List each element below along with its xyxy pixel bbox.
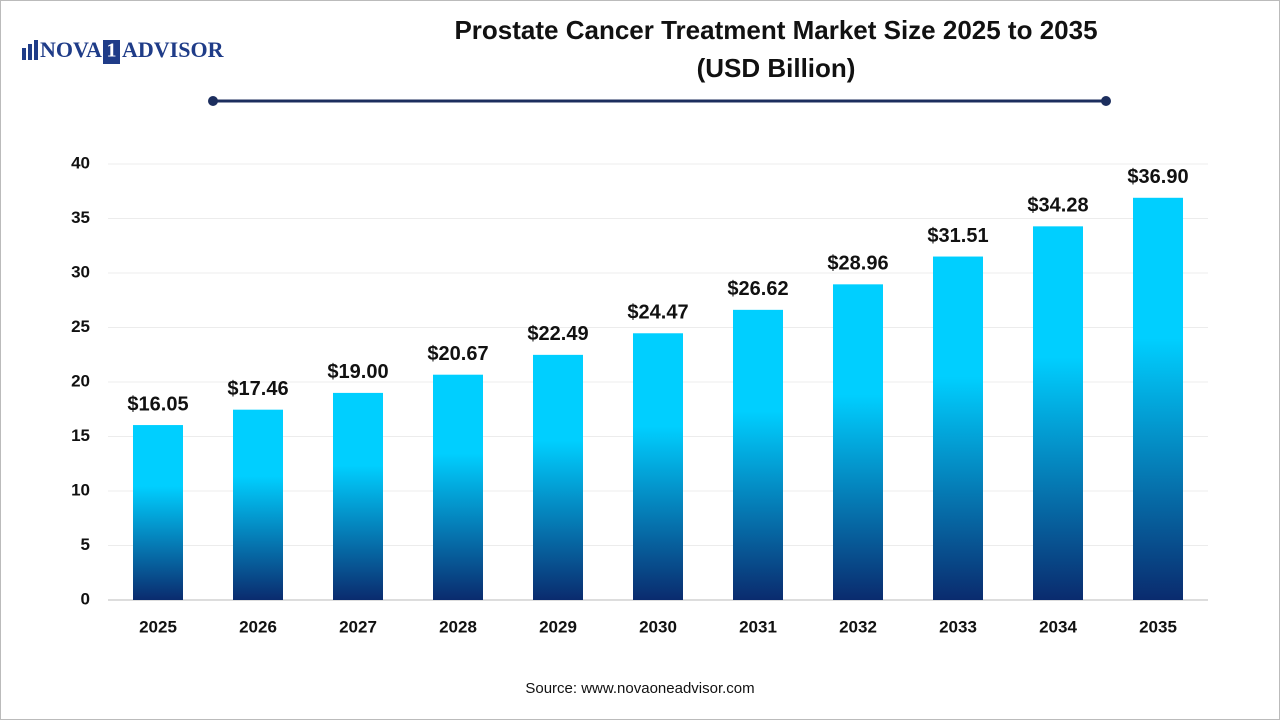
logo-box <box>103 40 120 64</box>
x-tick-label: 2026 <box>239 617 277 636</box>
x-tick-label: 2030 <box>639 617 677 636</box>
logo-text: ADVISOR <box>122 37 225 62</box>
x-tick-label: 2035 <box>1139 617 1177 636</box>
logo-text: NOVA <box>40 37 102 62</box>
value-label: $22.49 <box>527 323 588 345</box>
x-tick-label: 2025 <box>139 617 177 636</box>
x-tick-label: 2027 <box>339 617 377 636</box>
bar <box>133 425 183 600</box>
value-label: $34.28 <box>1027 195 1088 217</box>
y-tick-label: 15 <box>71 426 90 445</box>
value-label: $19.00 <box>327 361 388 383</box>
bar <box>633 333 683 600</box>
x-tick-label: 2028 <box>439 617 477 636</box>
y-tick-label: 10 <box>71 480 90 499</box>
bar <box>1033 226 1083 600</box>
x-tick-label: 2031 <box>739 617 777 636</box>
value-label: $17.46 <box>227 378 288 400</box>
bar <box>1133 197 1183 601</box>
x-tick-label: 2034 <box>1039 617 1077 636</box>
y-tick-label: 40 <box>71 153 90 172</box>
x-tick-label: 2032 <box>839 617 877 636</box>
x-tick-label: 2029 <box>539 617 577 636</box>
bar <box>233 409 283 600</box>
x-tick-label: 2033 <box>939 617 977 636</box>
y-tick-label: 25 <box>71 317 90 336</box>
chart-subtitle: (USD Billion) <box>697 53 856 83</box>
logo-icon <box>22 48 26 60</box>
y-tick-label: 0 <box>81 589 90 608</box>
title-rule-dot <box>1101 96 1111 106</box>
value-label: $36.90 <box>1127 166 1188 188</box>
bar <box>733 309 783 600</box>
y-tick-label: 35 <box>71 208 90 227</box>
bar <box>333 392 383 600</box>
logo-text: 1 <box>107 40 117 62</box>
value-label: $26.62 <box>727 278 788 300</box>
bar <box>433 374 483 600</box>
source: Source: www.novaoneadvisor.com <box>525 680 754 697</box>
logo-icon <box>34 40 38 60</box>
bar <box>533 354 583 600</box>
y-tick-label: 20 <box>71 371 90 390</box>
y-tick-label: 5 <box>81 535 90 554</box>
chart-title: Prostate Cancer Treatment Market Size 20… <box>454 15 1097 45</box>
logo-icon <box>28 44 32 60</box>
logo: NOVA 1 ADVISOR <box>22 37 225 64</box>
value-label: $31.51 <box>927 225 988 247</box>
value-label: $16.05 <box>127 393 188 415</box>
value-label: $20.67 <box>427 343 488 365</box>
bar <box>833 284 883 600</box>
y-tick-label: 30 <box>71 262 90 281</box>
value-label: $24.47 <box>627 302 688 324</box>
value-label: $28.96 <box>827 253 888 275</box>
title-rule-dot <box>208 96 218 106</box>
bar <box>933 256 983 600</box>
